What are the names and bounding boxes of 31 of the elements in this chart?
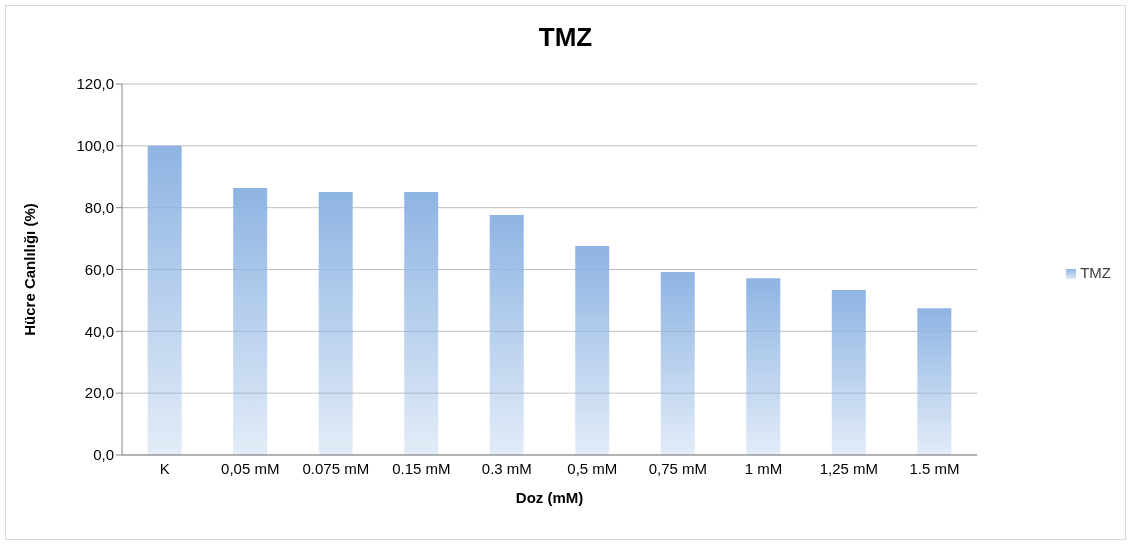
bar xyxy=(575,246,610,455)
y-tick-label: 80,0 xyxy=(84,198,114,216)
y-tick-label: 100,0 xyxy=(76,137,114,155)
bar xyxy=(233,187,268,455)
y-tick-label: 120,0 xyxy=(76,75,114,93)
bar xyxy=(318,191,353,455)
x-tick-label: 1.5 mM xyxy=(909,459,960,477)
x-tick-label: 0,05 mM xyxy=(221,459,280,477)
bar xyxy=(831,289,866,455)
x-tick-label: 0.15 mM xyxy=(392,459,451,477)
y-tick-label: 20,0 xyxy=(84,384,114,402)
x-tick-label: 1 mM xyxy=(744,459,783,477)
x-tick-label: 0.075 mM xyxy=(302,459,370,477)
x-axis-title: Doz (mM) xyxy=(515,489,584,506)
bar xyxy=(917,308,952,455)
y-axis-title: Hücre Canlılığı (%) xyxy=(21,203,39,336)
bar xyxy=(746,278,781,455)
legend-label: TMZ xyxy=(1080,264,1111,281)
x-tick-label: 0.3 mM xyxy=(481,459,532,477)
bar xyxy=(404,191,439,455)
y-tick-label: 0,0 xyxy=(93,446,114,464)
x-tick-label: 0,75 mM xyxy=(648,459,708,477)
y-tick-label: 40,0 xyxy=(84,322,114,340)
bar xyxy=(660,271,695,455)
x-tick-label: 1,25 mM xyxy=(819,459,879,477)
x-tick-label: K xyxy=(159,459,170,477)
x-tick-label: 0,5 mM xyxy=(567,459,618,477)
bar xyxy=(147,145,182,455)
y-tick-label: 60,0 xyxy=(84,260,114,278)
chart-title: TMZ xyxy=(537,22,594,53)
bar xyxy=(489,215,524,455)
